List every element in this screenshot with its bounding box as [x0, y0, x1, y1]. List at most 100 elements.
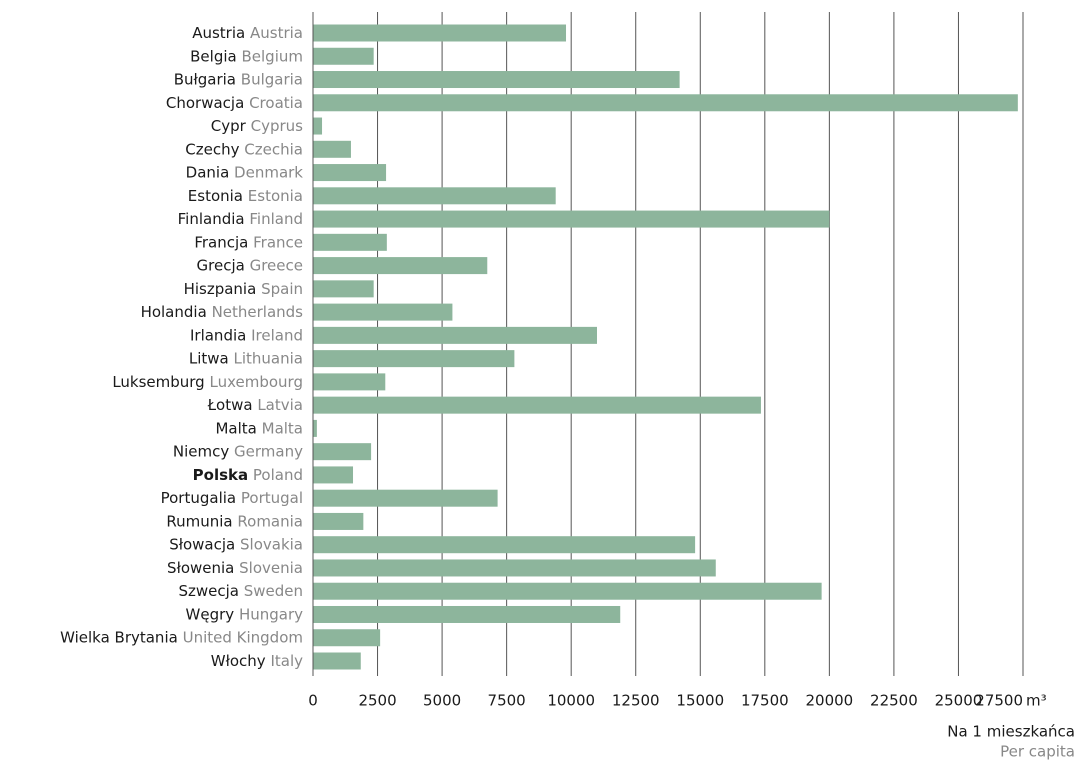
y-tick-label: Holandia Netherlands [141, 303, 304, 321]
bar [313, 303, 453, 321]
y-tick-label: Malta Malta [215, 419, 303, 437]
x-tick-label: 20000 [806, 692, 854, 710]
category-pl: Grecja [197, 256, 245, 274]
x-axis-label-en: Per capita [1000, 743, 1075, 761]
category-en: Spain [261, 279, 303, 297]
bar [313, 396, 761, 414]
x-tick-label: 12500 [612, 692, 660, 710]
category-pl: Litwa [189, 349, 229, 367]
category-pl: Szwecja [178, 582, 239, 600]
x-tick-label: 7500 [488, 692, 526, 710]
bar [313, 512, 364, 530]
category-en: Denmark [234, 163, 303, 181]
category-pl: Luksemburg [112, 372, 204, 390]
bar [313, 629, 381, 647]
bar [313, 94, 1018, 112]
category-pl: Czechy [185, 140, 239, 158]
category-en: Romania [237, 512, 303, 530]
x-tick-label: 5000 [423, 692, 461, 710]
category-en: Netherlands [212, 303, 304, 321]
y-tick-label: Belgia Belgium [190, 47, 303, 65]
x-tick-label: 27500 [975, 692, 1023, 710]
category-pl: Holandia [141, 303, 207, 321]
y-tick-label: Luksemburg Luxembourg [112, 372, 303, 390]
category-en: Slovakia [240, 535, 303, 553]
bar [313, 257, 488, 275]
category-pl: Cypr [211, 117, 247, 135]
category-en: Poland [253, 465, 303, 483]
bar [313, 24, 567, 42]
y-tick-label: Słowenia Slovenia [167, 558, 303, 576]
bar [313, 187, 556, 205]
y-tick-label: Wielka Brytania United Kingdom [60, 628, 303, 646]
bar [313, 652, 361, 670]
category-en: Germany [234, 442, 303, 460]
category-pl: Niemcy [173, 442, 229, 460]
category-pl: Bułgaria [174, 70, 236, 88]
category-pl: Rumunia [166, 512, 232, 530]
category-en: Malta [262, 419, 303, 437]
x-unit: m³ [1026, 692, 1047, 710]
y-tick-label: Estonia Estonia [188, 186, 303, 204]
x-tick-label: 10000 [547, 692, 595, 710]
y-tick-label: Chorwacja Croatia [166, 93, 303, 111]
category-en: Cyprus [251, 117, 304, 135]
category-pl: Irlandia [190, 326, 246, 344]
category-en: United Kingdom [183, 628, 303, 646]
category-pl: Wielka Brytania [60, 628, 178, 646]
x-tick-label: 15000 [676, 692, 724, 710]
bar [313, 466, 354, 484]
bar [313, 419, 317, 437]
bar [313, 605, 621, 623]
category-en: Ireland [251, 326, 303, 344]
x-tick-label: 2500 [358, 692, 396, 710]
y-tick-label: Grecja Greece [197, 256, 303, 274]
y-tick-label: Irlandia Ireland [190, 326, 303, 344]
y-tick-label: Włochy Italy [211, 652, 303, 670]
y-tick-label: Finlandia Finland [178, 210, 303, 228]
y-tick-label: Węgry Hungary [186, 605, 304, 623]
bar [313, 280, 374, 298]
bar [313, 47, 374, 65]
bar [313, 71, 680, 89]
bar [313, 140, 351, 158]
bar [313, 536, 696, 554]
category-pl: Belgia [190, 47, 237, 65]
category-pl: Malta [215, 419, 256, 437]
x-tick-label: 17500 [741, 692, 789, 710]
bar [313, 117, 323, 135]
x-tick-label: 0 [308, 692, 318, 710]
bar [313, 210, 830, 228]
category-pl: Węgry [186, 605, 235, 623]
bar [313, 443, 372, 461]
category-pl: Austria [192, 24, 245, 42]
y-tick-label: Hiszpania Spain [184, 279, 303, 297]
category-en: Sweden [244, 582, 303, 600]
y-tick-label: Polska Poland [193, 465, 303, 483]
y-tick-label: Francja France [194, 233, 303, 251]
category-en: France [253, 233, 303, 251]
category-pl: Portugalia [161, 489, 236, 507]
category-pl: Finlandia [178, 210, 245, 228]
category-en: Portugal [241, 489, 303, 507]
category-en: Lithuania [234, 349, 303, 367]
category-pl: Słowacja [169, 535, 235, 553]
bar [313, 164, 387, 182]
category-en: Croatia [249, 93, 303, 111]
bar [313, 559, 716, 577]
category-en: Finland [249, 210, 303, 228]
category-pl: Polska [193, 465, 248, 483]
category-en: Italy [270, 652, 303, 670]
y-tick-label: Litwa Lithuania [189, 349, 303, 367]
bar [313, 350, 515, 368]
y-tick-label: Słowacja Slovakia [169, 535, 303, 553]
category-en: Estonia [248, 186, 303, 204]
category-pl: Estonia [188, 186, 243, 204]
category-pl: Chorwacja [166, 93, 244, 111]
y-tick-label: Portugalia Portugal [161, 489, 303, 507]
category-en: Slovenia [239, 558, 303, 576]
bar [313, 326, 597, 344]
y-tick-label: Austria Austria [192, 24, 303, 42]
category-en: Belgium [242, 47, 304, 65]
